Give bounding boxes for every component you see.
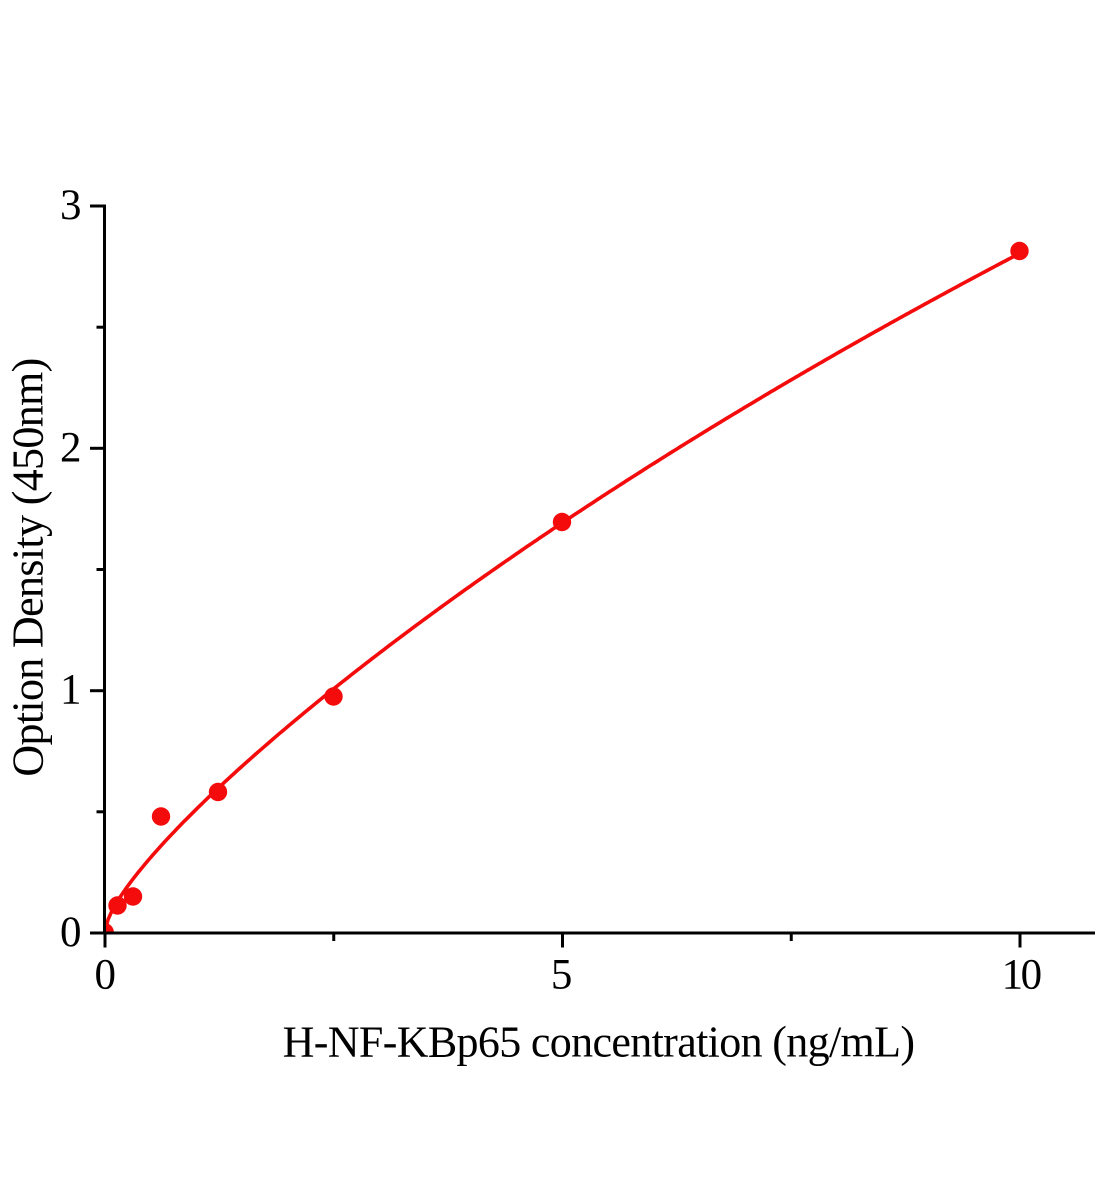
svg-text:10: 10: [1002, 951, 1041, 998]
svg-text:1: 1: [60, 667, 82, 714]
svg-text:Option Density (450nm): Option Density (450nm): [4, 358, 53, 776]
svg-text:H-NF-KBp65 concentration (ng/m: H-NF-KBp65 concentration (ng/mL): [283, 1017, 915, 1066]
svg-text:2: 2: [60, 424, 82, 471]
svg-text:5: 5: [551, 951, 573, 998]
svg-text:0: 0: [95, 951, 117, 998]
svg-text:3: 3: [60, 182, 82, 229]
svg-text:0: 0: [60, 909, 82, 956]
